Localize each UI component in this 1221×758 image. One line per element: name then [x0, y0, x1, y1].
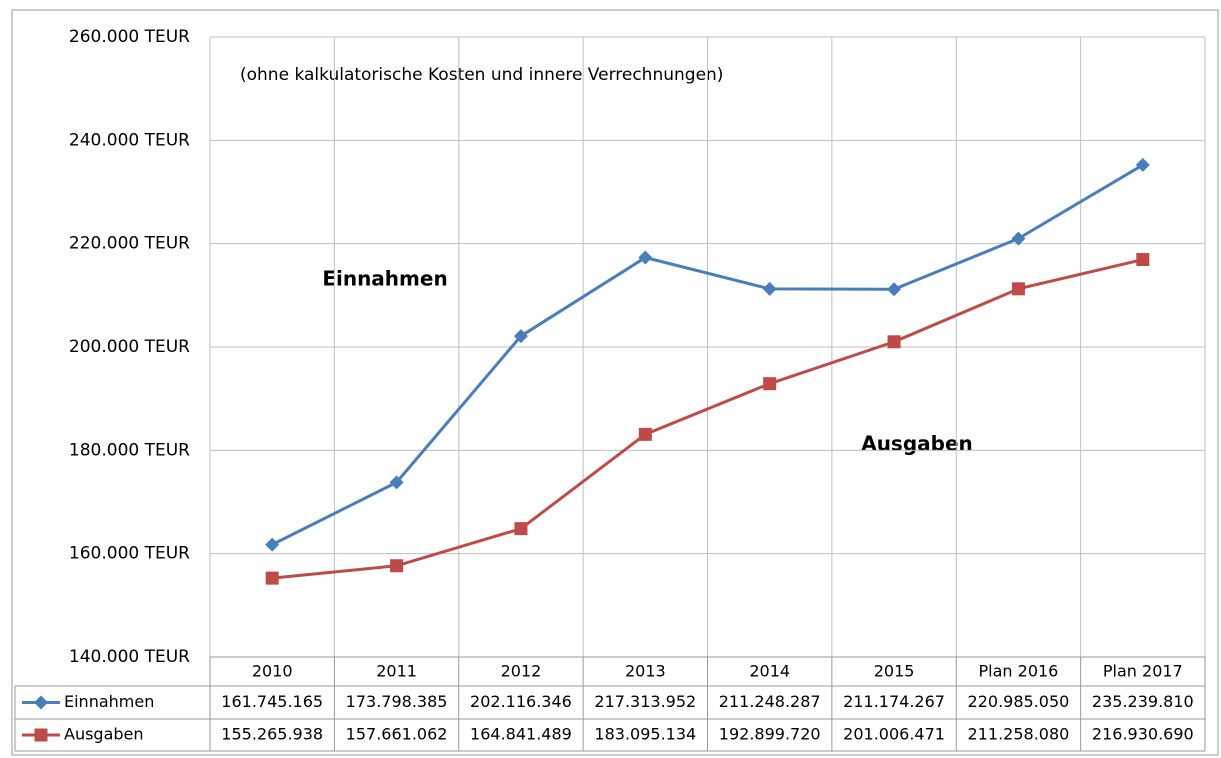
marker [514, 522, 528, 536]
legend-marker [34, 695, 48, 710]
chart-subtitle: (ohne kalkulatorische Kosten und innere … [240, 65, 723, 85]
series-line [272, 258, 1144, 580]
marker [1011, 282, 1025, 296]
marker [389, 475, 404, 490]
x-tick-label: 2013 [625, 662, 666, 681]
table-value: 216.930.690 [1092, 725, 1194, 744]
x-tick-label: 2011 [376, 662, 417, 681]
annotation: Ausgaben [861, 432, 973, 456]
marker [762, 281, 777, 296]
marker [1136, 253, 1150, 267]
y-tick-label: 220.000 TEUR [69, 234, 190, 254]
marker [887, 335, 901, 349]
marker [390, 559, 404, 573]
y-tick-label: 180.000 TEUR [69, 440, 190, 460]
marker [638, 250, 653, 265]
marker [638, 427, 652, 441]
marker [513, 329, 528, 344]
table-value: 192.899.720 [719, 725, 821, 744]
marker [1135, 157, 1150, 172]
table-value: 157.661.062 [346, 725, 448, 744]
table-value: 220.985.050 [968, 692, 1070, 711]
table-value: 164.841.489 [470, 725, 572, 744]
annotation: Einnahmen [322, 267, 447, 291]
marker [763, 377, 777, 391]
table-value: 202.116.346 [470, 692, 572, 711]
x-tick-label: 2010 [252, 662, 293, 681]
marker [887, 282, 902, 297]
legend-marker [34, 728, 48, 742]
series-line [271, 163, 1144, 546]
y-tick-label: 140.000 TEUR [69, 647, 190, 667]
y-tick-label: 200.000 TEUR [69, 337, 190, 357]
chart-border [11, 9, 1219, 756]
legend-label: Einnahmen [64, 692, 154, 711]
x-tick-label: 2015 [874, 662, 915, 681]
table-value: 211.258.080 [968, 725, 1070, 744]
table-value: 201.006.471 [843, 725, 945, 744]
table-value: 155.265.938 [221, 725, 323, 744]
x-tick-label: 2014 [749, 662, 790, 681]
y-tick-label: 240.000 TEUR [69, 130, 190, 150]
marker [265, 537, 280, 552]
legend-label: Ausgaben [64, 725, 144, 744]
x-tick-label: 2012 [501, 662, 542, 681]
y-tick-label: 160.000 TEUR [69, 544, 190, 564]
table-value: 235.239.810 [1092, 692, 1194, 711]
table-value: 183.095.134 [594, 725, 696, 744]
x-tick-label: Plan 2016 [979, 662, 1059, 681]
table-value: 211.248.287 [719, 692, 821, 711]
marker [265, 571, 279, 585]
x-tick-label: Plan 2017 [1103, 662, 1183, 681]
table-value: 211.174.267 [843, 692, 945, 711]
marker [1011, 231, 1026, 246]
table-value: 217.313.952 [594, 692, 696, 711]
table-value: 161.745.165 [221, 692, 323, 711]
y-tick-label: 260.000 TEUR [69, 27, 190, 47]
table-value: 173.798.385 [346, 692, 448, 711]
